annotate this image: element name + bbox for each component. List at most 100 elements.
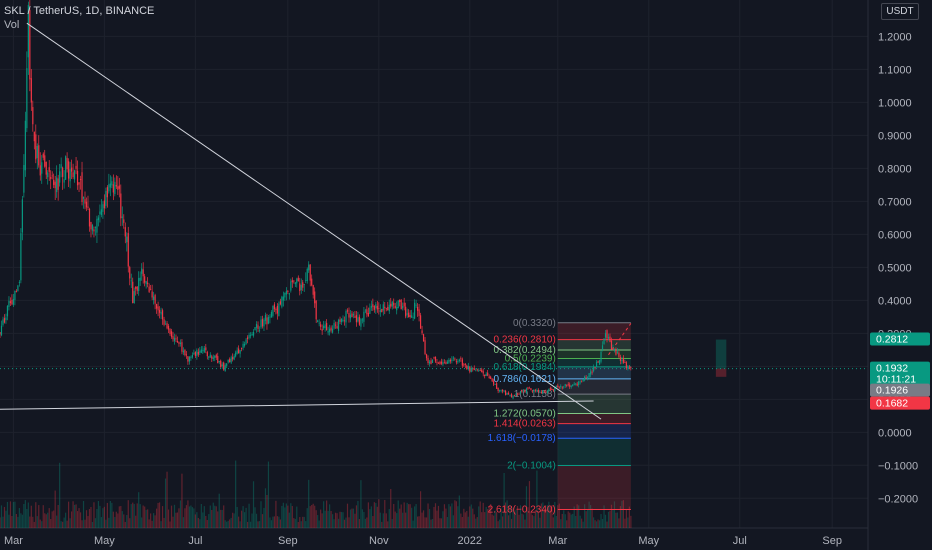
volume-bar (97, 500, 100, 528)
volume-bar (178, 508, 180, 528)
volume-bar (224, 520, 226, 528)
volume-bar (145, 509, 147, 528)
candle-body (416, 306, 419, 311)
candle-body (150, 288, 152, 290)
volume-bar (397, 500, 399, 528)
volume-bar (206, 520, 208, 528)
candle-body (2, 319, 4, 325)
volume-bar (604, 514, 607, 528)
volume-bar (147, 509, 149, 528)
volume-bar (355, 505, 358, 528)
candle-body (625, 362, 627, 369)
candle-body (385, 308, 387, 310)
volume-bar (607, 511, 610, 528)
candle-body (276, 305, 279, 314)
candle-body (433, 357, 435, 359)
candle-body (236, 350, 238, 354)
volume-bar (400, 504, 402, 528)
x-tick-label: 2022 (458, 535, 482, 547)
candle-body (504, 390, 507, 396)
volume-bar (209, 505, 211, 528)
volume-bar (62, 521, 64, 528)
volume-bar (378, 499, 380, 528)
volume-bar (415, 504, 417, 528)
candle-body (521, 390, 523, 392)
volume-bar (267, 461, 270, 528)
candle-body (595, 361, 598, 367)
candle-body (533, 389, 535, 392)
volume-bar (457, 506, 459, 528)
candle-body (42, 153, 44, 158)
volume-bar (218, 493, 220, 528)
volume-bar (484, 512, 486, 528)
volume-bar (582, 521, 584, 528)
candle-body (518, 393, 520, 395)
candle-body (284, 292, 286, 298)
candle-body (118, 185, 120, 189)
candle-body (331, 328, 334, 333)
candle-body (170, 331, 173, 337)
volume-bar (422, 510, 425, 528)
volume-bar (566, 520, 568, 528)
candle-body (601, 345, 604, 350)
candle-body (306, 268, 308, 282)
candle-body (296, 278, 298, 284)
volume-bar (285, 503, 287, 528)
volume-bar (241, 510, 243, 528)
candle-body (111, 181, 113, 186)
candle-body (490, 376, 492, 379)
volume-bar (193, 508, 195, 528)
candle-body (451, 359, 453, 361)
candle-body (482, 371, 484, 374)
grid-lines (0, 0, 868, 528)
candle-body (567, 384, 569, 386)
volume-bar (214, 505, 216, 528)
candle-body (534, 390, 537, 392)
symbol-title[interactable]: SKL / TetherUS, 1D, BINANCE (4, 5, 155, 17)
candle-body (558, 386, 560, 388)
profit-zone (715, 339, 727, 369)
candle-body (254, 327, 256, 331)
candle-body (121, 216, 123, 218)
volume-bar (548, 501, 550, 528)
volume-bar (630, 515, 632, 528)
volume-label[interactable]: Vol (4, 19, 20, 31)
volume-bar (572, 513, 574, 528)
volume-bar (182, 517, 185, 528)
x-tick-label: Jul (188, 535, 202, 547)
candle-body (464, 363, 466, 365)
candle-body (515, 393, 517, 395)
candle-body (597, 361, 599, 363)
volume-bar (11, 515, 13, 528)
candle-body (496, 383, 498, 389)
candle-body (191, 354, 193, 358)
volume-bar (88, 509, 91, 528)
volume-bar (454, 500, 456, 528)
volume-bar (47, 512, 49, 528)
volume-bar (309, 506, 311, 528)
x-tick-label: Nov (369, 535, 389, 547)
volume-bar (160, 521, 162, 528)
volume-bar (233, 513, 235, 528)
volume-bar (622, 500, 625, 528)
volume-bar (294, 518, 296, 528)
volume-bar (221, 509, 223, 528)
volume-bar (252, 481, 255, 528)
candle-body (369, 307, 371, 314)
fib-zone (557, 366, 631, 379)
volume-bar (68, 501, 70, 528)
currency-label[interactable]: USDT (881, 3, 919, 20)
volume-bar (202, 512, 204, 528)
volume-bar (82, 500, 85, 528)
candle-body (548, 388, 550, 392)
candle-body (88, 208, 91, 227)
candle-body (563, 386, 565, 388)
volume-bar (487, 509, 489, 528)
volume-bar (406, 502, 408, 528)
volume-bar (56, 515, 58, 528)
volume-bar (5, 510, 7, 528)
volume-bar (302, 516, 304, 528)
volume-bar (331, 514, 334, 528)
